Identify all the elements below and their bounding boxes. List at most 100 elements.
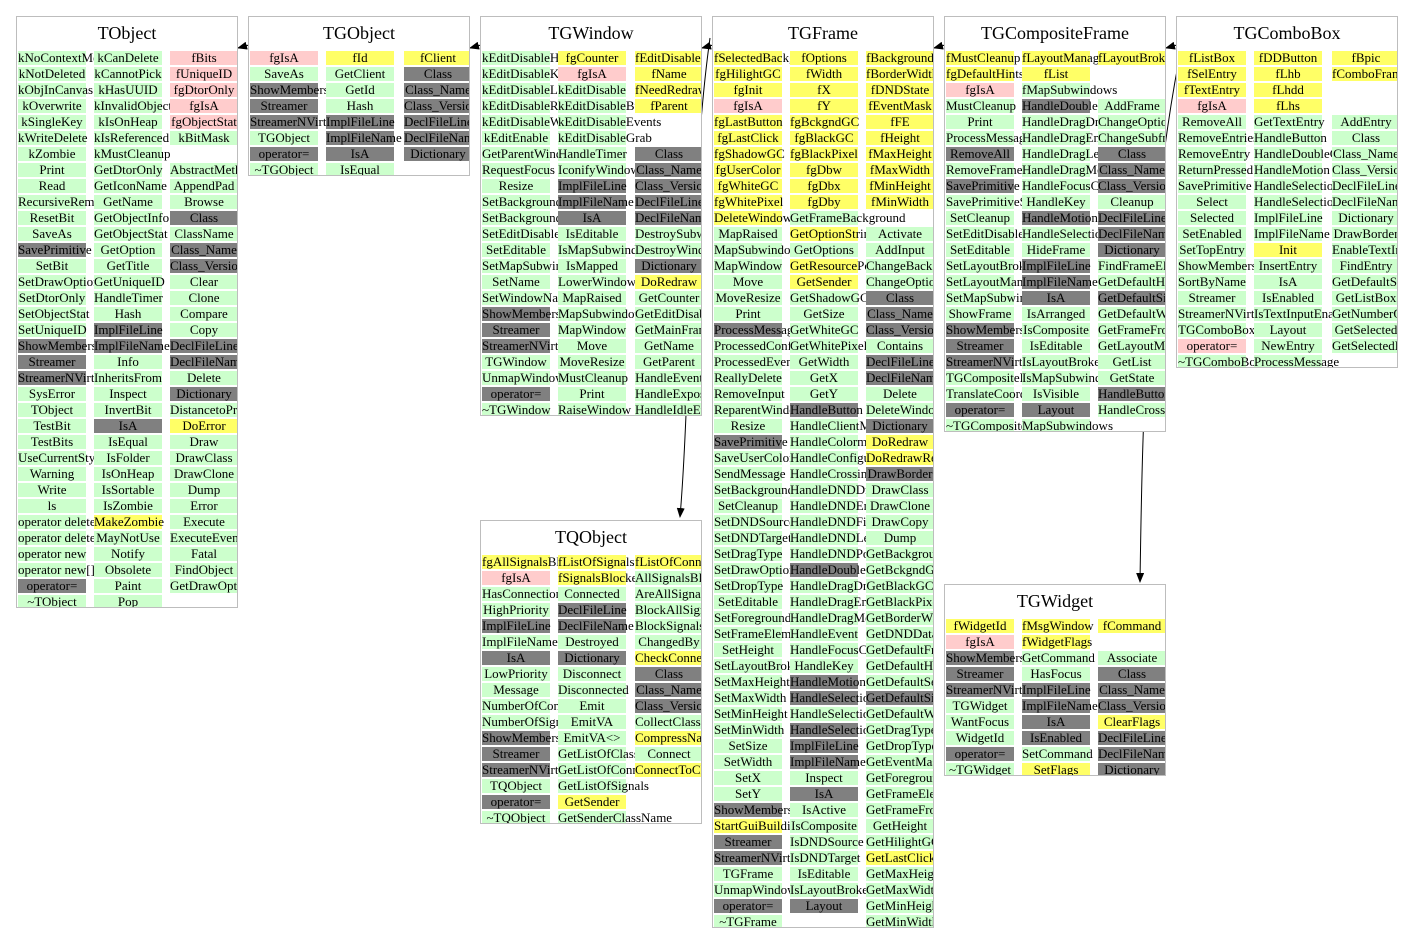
member-cell: SetCleanup <box>714 499 782 513</box>
member-cell: CollectClassSignalLists <box>635 715 701 729</box>
member-cell: ShowMembers <box>482 306 561 321</box>
member-cell: ImplFileName <box>1022 274 1098 289</box>
member-cell: Emit <box>558 699 626 713</box>
member-cell: SetFrameElement <box>714 626 808 641</box>
member-cell: ImplFileName <box>94 338 170 353</box>
member-cell: HandleIdleEvent <box>635 403 701 415</box>
class-box-tgframe: TGFrame fSelectedBackground fgHilightGC fgI… <box>712 16 934 928</box>
member-cell: Contains <box>866 339 933 353</box>
member-cell: operator= <box>18 579 86 593</box>
member-cell: HandleKey <box>1022 195 1090 209</box>
member-cell: fListBox <box>1178 51 1246 65</box>
member-cell: EnableTextInput <box>1332 243 1397 257</box>
member-cell: Obsolete <box>94 563 162 577</box>
member-cell: HandleMotion <box>1022 210 1098 225</box>
member-cell: HandleSelection <box>790 690 876 705</box>
member-cell: kCannotPick <box>94 66 162 81</box>
member-cell: ~TGCompositeFrame <box>946 418 1060 432</box>
member-cell: ShowMembers <box>18 338 97 353</box>
member-cell: DeclFileLine <box>635 194 702 209</box>
member-cell: Cleanup <box>1098 195 1165 209</box>
member-cell: HandleTimer <box>558 146 627 161</box>
member-cell: IsMapped <box>558 259 626 273</box>
member-cell: fName <box>635 67 701 81</box>
member-cell: ls <box>18 499 86 513</box>
member-cell: Dictionary <box>558 651 626 665</box>
member-cell: IsLayoutBroken <box>790 882 875 897</box>
member-cell: Clone <box>170 291 237 305</box>
member-cell: IsOnHeap <box>94 467 162 481</box>
member-cell: DeclFileName <box>558 618 634 633</box>
member-cell: fgIsA <box>482 571 550 585</box>
member-cell: Class <box>866 291 933 305</box>
member-cell: SetEditable <box>946 243 1014 257</box>
member-cell: GetSender <box>790 275 858 289</box>
member-cell: ProcessMessage <box>946 130 1032 145</box>
class-box-tqobject: TQObject fgAllSignalsBlocked fgIsA HasConne… <box>480 520 702 824</box>
member-cell: kIsOnHeap <box>94 115 162 129</box>
member-cell: GetTextEntry <box>1254 114 1325 129</box>
member-cell: GetBorderWidth <box>866 610 933 625</box>
member-cell: Class_Name <box>1332 146 1398 161</box>
member-cell: GetDtorOnly <box>94 162 163 177</box>
member-cell: fgIsA <box>1178 99 1246 113</box>
member-cell: DestroyWindow <box>635 243 701 257</box>
member-cell: StreamerNVirtual <box>1178 306 1271 321</box>
member-cell: Class_Name <box>1098 682 1165 697</box>
member-cell: SetBackgroundColor <box>482 194 592 209</box>
member-cell: HandleDragEnter <box>1022 130 1114 145</box>
member-cell: TGWindow <box>482 355 550 369</box>
member-cell: ~TObject <box>18 595 86 607</box>
member-cell: kEditDisableResize <box>482 98 585 113</box>
member-cell: Message <box>482 683 550 697</box>
member-cell: GetEditDisabled <box>635 307 701 321</box>
member-cell: GetSize <box>790 307 858 321</box>
member-cell: DestroySubwindows <box>635 227 701 241</box>
member-cell: IconifyWindow <box>558 162 640 177</box>
member-cell: IsEditable <box>790 867 858 881</box>
member-cell: StreamerNVirtual <box>714 850 807 865</box>
member-cell: ImplFileLine <box>790 738 859 753</box>
member-cell: Class_Version <box>1098 178 1166 193</box>
member-cell: MoveResize <box>714 290 782 305</box>
member-cell: IsA <box>558 211 626 225</box>
class-title: TGFrame <box>788 23 858 43</box>
member-cell: IsEqual <box>326 163 394 175</box>
member-cell: HandleTimer <box>94 290 163 305</box>
member-cell: operator delete[] <box>18 530 105 545</box>
member-cell: GetDrawOption <box>170 578 238 593</box>
member-cell: Dictionary <box>404 147 469 161</box>
member-cell: DoRedraw <box>635 275 701 289</box>
member-cell: Dictionary <box>635 259 701 273</box>
member-cell: fNeedRedraw <box>635 82 702 97</box>
member-cell: ImplFileLine <box>94 322 163 337</box>
member-cell: operator= <box>946 747 1014 761</box>
member-cell: GetParent <box>635 355 701 369</box>
member-cell: HandleDNDFinished <box>790 514 901 529</box>
member-cell: HandleDragDrop <box>1022 114 1113 129</box>
member-cell: NewEntry <box>1254 339 1322 353</box>
member-cell: IsA <box>790 787 858 801</box>
member-cell: StreamerNVirtual <box>946 682 1039 697</box>
member-cell: BlockAllSignals <box>635 603 701 617</box>
member-cell: ProcessMessage <box>1254 354 1340 368</box>
member-cell: kEditEnable <box>482 130 550 145</box>
member-cell: fListOfConnections <box>635 554 702 569</box>
member-cell: Class_Version <box>866 322 934 337</box>
member-cell: HandleColormapChange <box>790 434 920 449</box>
member-cell: fLhs <box>1254 99 1322 113</box>
class-box-tgwidget: TGWidget fWidgetId fgIsA ShowMembers Streame… <box>944 584 1166 776</box>
member-cell: GetMainFrame <box>635 323 701 337</box>
member-cell: IsA <box>1022 291 1090 305</box>
member-cell: GetListOfConnections <box>558 762 676 777</box>
member-cell: DeleteWindow <box>866 403 933 417</box>
member-cell: HandleSelection <box>1022 226 1108 241</box>
member-cell: fParent <box>635 99 701 113</box>
member-cell: GetIconName <box>94 178 167 193</box>
member-cell: IsVisible <box>1022 387 1090 401</box>
member-cell: SetEditDisabled <box>946 226 1031 241</box>
member-cell: fBackground <box>866 50 934 65</box>
member-cell: HandleMotion <box>1254 162 1330 177</box>
member-cell: IsEqual <box>94 435 162 449</box>
member-cell: TQObject <box>482 779 550 793</box>
